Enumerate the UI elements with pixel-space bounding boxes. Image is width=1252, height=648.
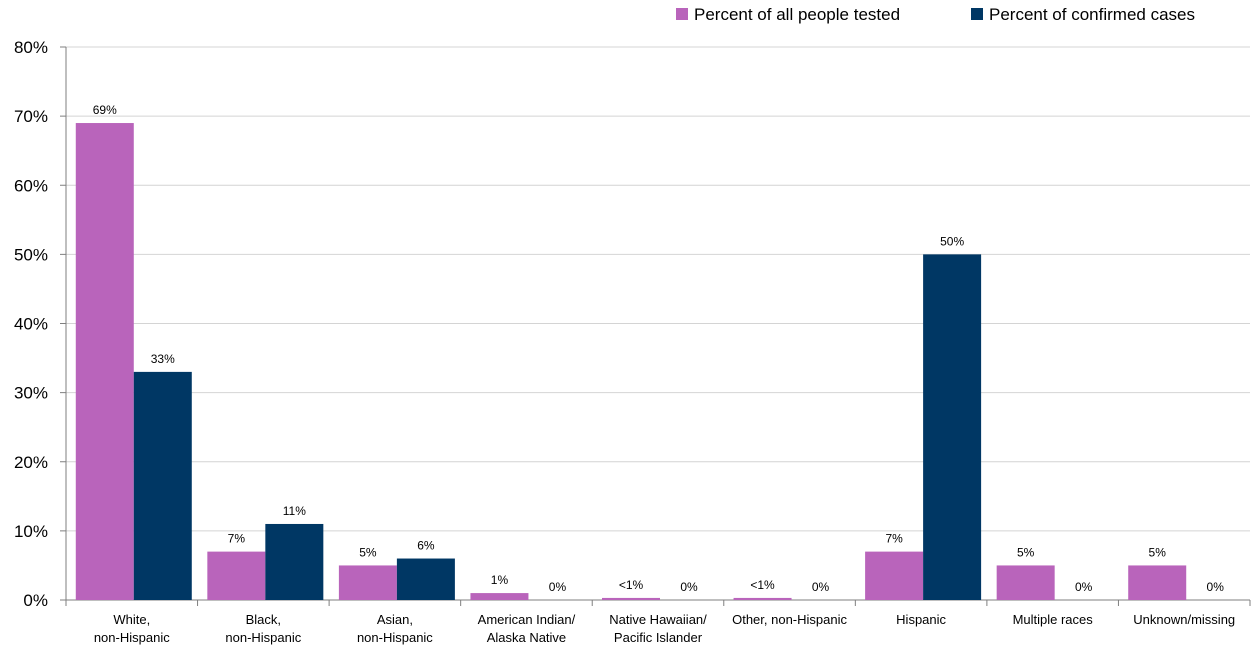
x-tick-label-line: American Indian/ <box>478 612 576 627</box>
data-label: 11% <box>283 504 306 518</box>
data-label: <1% <box>619 578 644 592</box>
x-tick-label: Native Hawaiian/Pacific Islander <box>609 612 707 645</box>
x-tick-label: Black, non-Hispanic <box>225 612 301 645</box>
x-tick-label-line: Hispanic <box>896 612 946 627</box>
y-tick-label: 40% <box>14 315 48 334</box>
bar <box>396 558 455 600</box>
x-tick-label: Multiple races <box>1013 612 1094 627</box>
data-label: 0% <box>549 580 567 594</box>
data-label: 5% <box>359 545 377 559</box>
bar <box>207 551 266 600</box>
data-label: 7% <box>228 532 246 546</box>
bar <box>265 523 324 600</box>
y-tick-label: 10% <box>14 522 48 541</box>
legend-swatch <box>971 8 983 20</box>
x-tick-label: White, non-Hispanic <box>94 612 170 645</box>
data-label: 0% <box>1207 580 1225 594</box>
y-tick-label: 70% <box>14 107 48 126</box>
x-tick-label: Other, non-Hispanic <box>732 612 847 627</box>
x-tick-label-line: non-Hispanic <box>94 630 170 645</box>
x-tick-label-line: White, <box>113 612 150 627</box>
data-label: 0% <box>812 580 830 594</box>
data-label: 7% <box>885 532 903 546</box>
legend-label: Percent of confirmed cases <box>989 5 1195 24</box>
bar <box>133 371 192 600</box>
data-label: 5% <box>1149 545 1167 559</box>
bar <box>602 597 660 600</box>
legend-swatch <box>676 8 688 20</box>
legend-label: Percent of all people tested <box>694 5 900 24</box>
y-tick-label: 0% <box>23 591 48 610</box>
data-label: 69% <box>93 103 117 117</box>
y-tick-label: 80% <box>14 38 48 57</box>
y-tick-label: 50% <box>14 245 48 264</box>
data-labels: 69% 7% 5% 1% <1% <1% 7% 5% 5% 33% 11% 6% 0% 0% 0% 50% 0%… <box>93 103 1224 594</box>
x-tick-label: American Indian/Alaska Native <box>478 612 576 645</box>
x-tick-label: Asian, non-Hispanic <box>357 612 433 645</box>
bar <box>75 123 134 600</box>
x-tick-label-line: Pacific Islander <box>614 630 703 645</box>
bars <box>75 123 1187 600</box>
bar <box>338 565 397 600</box>
legend: Percent of all people tested Percent of c… <box>676 5 1195 24</box>
x-tick-label-line: non-Hispanic <box>357 630 433 645</box>
bar <box>923 254 982 600</box>
bar <box>996 565 1055 600</box>
x-tick-label-line: Unknown/missing <box>1133 612 1235 627</box>
x-tick-label-line: Other, non-Hispanic <box>732 612 847 627</box>
y-tick-label: 20% <box>14 453 48 472</box>
x-tick-label-line: Multiple races <box>1013 612 1094 627</box>
data-label: <1% <box>750 578 775 592</box>
axes: 0% 10% 20% 30% 40% 50% 60% 70% 80% White, non-Hisp… <box>14 38 1251 645</box>
data-label: 0% <box>1075 580 1093 594</box>
gridlines <box>66 46 1250 532</box>
bar <box>733 597 792 600</box>
x-tick-label-line: Asian, <box>377 612 413 627</box>
x-tick-label: Hispanic <box>896 612 946 627</box>
x-tick-label-line: Native Hawaiian/ <box>609 612 707 627</box>
bar <box>1128 565 1187 600</box>
data-label: 5% <box>1017 545 1035 559</box>
bar <box>470 593 529 600</box>
y-tick-label: 60% <box>14 176 48 195</box>
x-tick-label: Unknown/missing <box>1133 612 1235 627</box>
data-label: 0% <box>680 580 698 594</box>
data-label: 6% <box>417 539 435 553</box>
x-tick-label-line: Alaska Native <box>487 630 566 645</box>
bar <box>865 551 924 600</box>
x-tick-label-line: Black, <box>246 612 281 627</box>
x-tick-label-line: non-Hispanic <box>225 630 301 645</box>
data-label: 33% <box>151 352 175 366</box>
data-label: 50% <box>940 234 964 248</box>
y-tick-label: 30% <box>14 384 48 403</box>
data-label: 1% <box>491 573 509 587</box>
